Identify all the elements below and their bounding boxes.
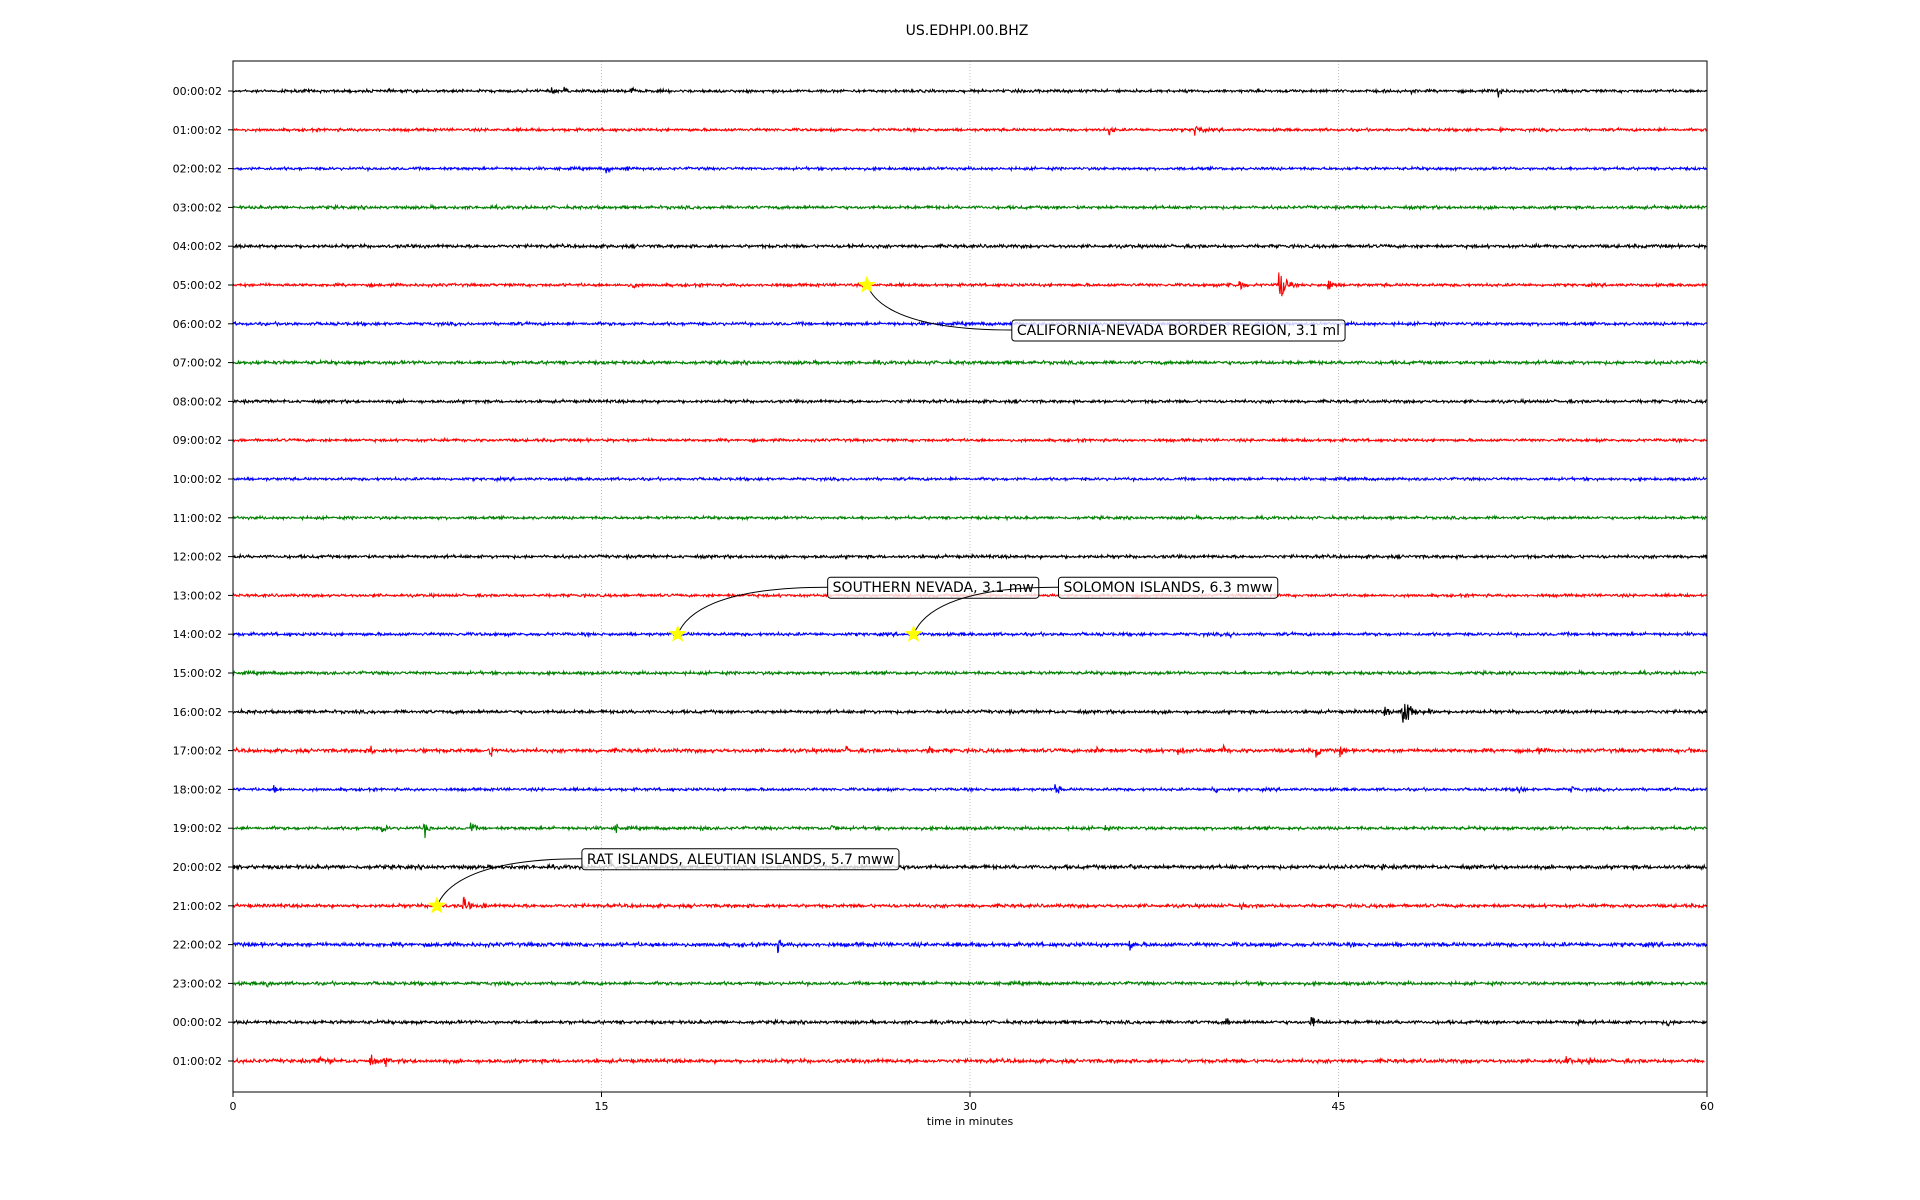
trace-line [232,241,1707,251]
trace-line [232,552,1708,561]
event-annotations: CALIFORNIA-NEVADA BORDER REGION, 3.1 ml S… [428,275,1346,914]
x-axis-label: time in minutes [927,1115,1014,1128]
trace-line [232,475,1707,483]
trace-time-label: 19:00:02 [173,822,222,835]
x-axis-ticks: 0 15 30 45 60 [230,1092,1714,1113]
trace-line [232,979,1708,988]
trace-layer [232,86,1708,1067]
trace-line [232,1016,1708,1027]
trace-time-label: 04:00:02 [173,240,222,253]
x-tick-label: 30 [963,1100,977,1113]
trace-line [232,436,1708,445]
trace-line [232,743,1708,758]
chart-title: US.EDHPI.00.BHZ [906,23,1029,39]
trace-line [232,703,1708,723]
trace-time-label: 01:00:02 [173,1055,222,1068]
trace-time-label: 12:00:02 [173,551,222,564]
trace-line [232,272,1708,297]
trace-time-label: 14:00:02 [173,628,222,641]
event-label: RAT ISLANDS, ALEUTIAN ISLANDS, 5.7 mww [587,852,894,868]
x-tick-label: 15 [595,1100,609,1113]
trace-time-label: 07:00:02 [173,357,222,370]
event-annotation: RAT ISLANDS, ALEUTIAN ISLANDS, 5.7 mww [428,848,900,914]
plot-frame [232,60,1708,1093]
trace-time-label: 03:00:02 [173,201,222,214]
event-label: SOLOMON ISLANDS, 6.3 mww [1063,580,1272,596]
trace-line [232,630,1708,639]
event-star-marker [668,624,687,642]
trace-time-label: 00:00:02 [173,85,222,98]
trace-time-label: 18:00:02 [173,783,222,796]
trace-time-label: 13:00:02 [173,589,222,602]
trace-time-label: 16:00:02 [173,706,222,719]
trace-line [232,165,1708,174]
event-connector [677,586,828,635]
trace-line [232,784,1708,794]
event-annotation: SOUTHERN NEVADA, 3.1 mw [668,576,1040,642]
trace-time-label: 09:00:02 [173,434,222,447]
trace-time-label: 23:00:02 [173,977,222,990]
event-annotation: SOLOMON ISLANDS, 6.3 mww [904,576,1279,642]
grid-lines [601,61,1339,1092]
trace-time-label: 11:00:02 [173,512,222,525]
trace-line [232,513,1707,522]
trace-time-label: 22:00:02 [173,939,222,952]
trace-line [232,1054,1705,1067]
trace-line [232,896,1708,910]
trace-line [232,125,1708,136]
trace-line [232,939,1708,954]
event-annotation: CALIFORNIA-NEVADA BORDER REGION, 3.1 ml [857,275,1346,342]
trace-time-label: 05:00:02 [173,279,222,292]
x-tick-label: 45 [1332,1100,1346,1113]
event-star-marker [904,624,923,642]
x-tick-label: 60 [1700,1100,1714,1113]
trace-line [232,86,1708,98]
trace-time-label: 20:00:02 [173,861,222,874]
trace-time-labels: 00:00:02 01:00:02 02:00:02 03:00:02 04:00:02… [173,85,233,1068]
trace-time-label: 15:00:02 [173,667,222,680]
trace-time-label: 06:00:02 [173,318,222,331]
x-tick-label: 0 [230,1100,237,1113]
event-connector [913,586,1059,635]
event-star-marker [857,275,876,293]
trace-line [232,397,1707,406]
trace-line [232,358,1707,367]
trace-time-label: 08:00:02 [173,395,222,408]
trace-time-label: 21:00:02 [173,900,222,913]
trace-time-label: 10:00:02 [173,473,222,486]
trace-line [232,859,1707,872]
trace-time-label: 00:00:02 [173,1016,222,1029]
event-star-marker [428,896,446,914]
trace-line [232,319,1707,328]
trace-time-label: 01:00:02 [173,124,222,137]
trace-line [232,203,1707,212]
event-label: SOUTHERN NEVADA, 3.1 mw [833,580,1034,596]
trace-line [232,822,1707,839]
event-label: CALIFORNIA-NEVADA BORDER REGION, 3.1 ml [1017,323,1340,339]
trace-time-label: 02:00:02 [173,163,222,176]
event-connector [436,858,582,907]
trace-line [232,668,1707,677]
trace-time-label: 17:00:02 [173,745,222,758]
